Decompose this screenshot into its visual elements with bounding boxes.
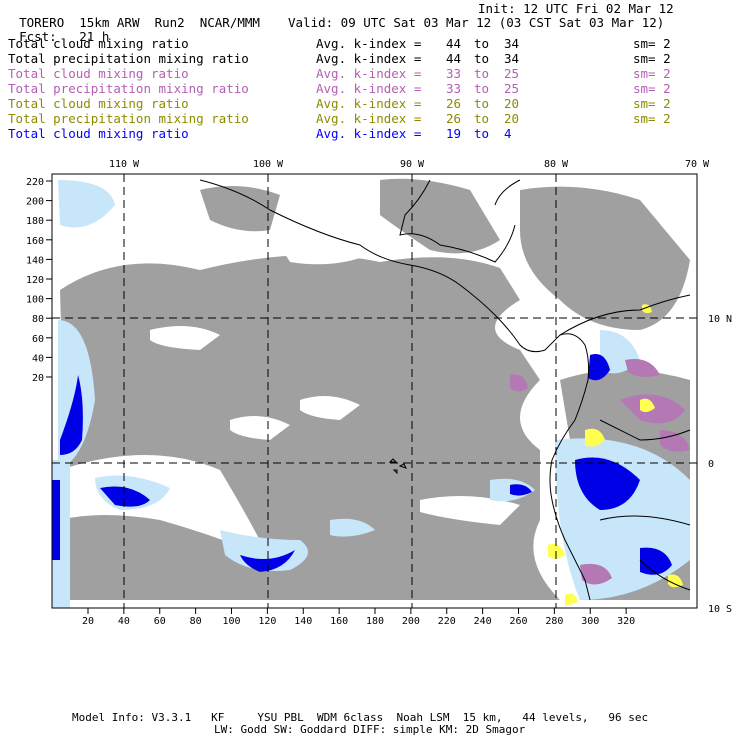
legend-kindex-from: 26 xyxy=(446,96,462,111)
y-tick-label: 80 xyxy=(32,314,44,325)
legend-kindex-label: Avg. k-index = xyxy=(316,96,422,111)
legend-kindex-to: 20 xyxy=(504,96,520,111)
legend-kindex-to-word: to xyxy=(474,51,490,66)
legend-kindex-to-word: to xyxy=(474,126,490,141)
legend-kindex-label: Avg. k-index = xyxy=(316,81,422,96)
legend-smoothing: sm= 2 xyxy=(633,51,671,66)
legend-field-name: Total precipitation mixing ratio xyxy=(8,111,249,126)
legend-kindex-to: 4 xyxy=(504,126,512,141)
y-tick-label: 180 xyxy=(26,216,44,227)
legend-kindex-from: 33 xyxy=(446,66,462,81)
x-tick-label: 240 xyxy=(474,616,492,627)
x-tick-label: 200 xyxy=(402,616,420,627)
legend-kindex-label: Avg. k-index = xyxy=(316,51,422,66)
legend-kindex-label: Avg. k-index = xyxy=(316,111,422,126)
fcst-label: Fcst: xyxy=(19,29,57,44)
legend-kindex-from: 44 xyxy=(446,51,462,66)
longitude-labels: 110 W 100 W 90 W 80 W 70 W xyxy=(109,159,710,170)
legend-smoothing: sm= 2 xyxy=(633,111,671,126)
model-info-line2: LW: Godd SW: Goddard DIFF: simple KM: 2D… xyxy=(214,723,526,736)
legend-kindex-from: 44 xyxy=(446,36,462,51)
y-tick-label: 120 xyxy=(26,275,44,286)
legend-smoothing: sm= 2 xyxy=(633,96,671,111)
coastline xyxy=(199,179,691,601)
x-tick-label: 280 xyxy=(545,616,563,627)
model-info-line1: Model Info: V3.3.1 KF YSU PBL WDM 6class… xyxy=(72,711,649,724)
legend-kindex-label: Avg. k-index = xyxy=(316,126,422,141)
longitude-label: 70 W xyxy=(685,159,710,170)
graticule xyxy=(52,174,697,608)
x-tick-label: 120 xyxy=(258,616,276,627)
fcst-value: 21 h xyxy=(79,29,110,44)
x-tick-label: 60 xyxy=(154,616,166,627)
legend-smoothing: sm= 2 xyxy=(633,66,671,81)
y-tick-label: 220 xyxy=(26,177,44,188)
org-name: NCAR/MMM xyxy=(199,15,260,30)
x-tick-label: 40 xyxy=(118,616,130,627)
model-resolution: 15km ARW xyxy=(79,15,140,30)
x-tick-label: 140 xyxy=(294,616,312,627)
latitude-labels: 10 N 0 10 S xyxy=(708,314,732,615)
legend-field-name: Total precipitation mixing ratio xyxy=(8,81,249,96)
legend-kindex-from: 26 xyxy=(446,111,462,126)
x-tick-label: 80 xyxy=(190,616,202,627)
legend-kindex-to: 25 xyxy=(504,66,520,81)
legend-smoothing: sm= 2 xyxy=(633,36,671,51)
y-tick-label: 140 xyxy=(26,255,44,266)
y-tick-label: 200 xyxy=(26,197,44,208)
y-axis-ticks: 220 200 180 160 140 120 100 80 60 40 20 xyxy=(26,177,52,384)
legend-field-name: Total cloud mixing ratio xyxy=(8,66,189,81)
blue-cloud-core xyxy=(52,354,672,575)
legend-kindex-to-word: to xyxy=(474,36,490,51)
longitude-label: 110 W xyxy=(109,159,140,170)
x-tick-label: 300 xyxy=(581,616,599,627)
legend-field-name: Total cloud mixing ratio xyxy=(8,36,189,51)
run-name: Run2 xyxy=(154,15,185,30)
y-tick-label: 160 xyxy=(26,236,44,247)
x-tick-label: 160 xyxy=(330,616,348,627)
legend-kindex-from: 19 xyxy=(446,126,462,141)
map-fields xyxy=(52,174,697,608)
x-tick-label: 100 xyxy=(222,616,240,627)
legend-kindex-to-word: to xyxy=(474,111,490,126)
x-tick-label: 320 xyxy=(617,616,635,627)
longitude-label: 100 W xyxy=(253,159,284,170)
longitude-label: 90 W xyxy=(400,159,425,170)
legend-field-name: Total precipitation mixing ratio xyxy=(8,51,249,66)
init-time: Init: 12 UTC Fri 02 Mar 12 xyxy=(478,1,674,16)
latitude-label: 10 S xyxy=(708,604,732,615)
longitude-label: 80 W xyxy=(544,159,569,170)
yellow-precip xyxy=(548,304,683,606)
legend-kindex-to-word: to xyxy=(474,81,490,96)
forecast-hour: Fcst: 21 h xyxy=(4,16,109,44)
legend-kindex-label: Avg. k-index = xyxy=(316,66,422,81)
model-name: TORERO xyxy=(19,15,65,30)
y-tick-label: 60 xyxy=(32,334,44,345)
legend-kindex-label: Avg. k-index = xyxy=(316,36,422,51)
x-axis-ticks: 20 40 60 80 100 120 140 160 180 200 220 240 260 280 30… xyxy=(82,608,635,627)
legend-kindex-to-word: to xyxy=(474,96,490,111)
legend-kindex-to: 20 xyxy=(504,111,520,126)
legend-kindex-to: 34 xyxy=(504,51,520,66)
latitude-label: 10 N xyxy=(708,314,732,325)
y-tick-label: 100 xyxy=(26,295,44,306)
model-title: TORERO 15km ARW Run2 NCAR/MMM xyxy=(4,2,260,30)
valid-time: Valid: 09 UTC Sat 03 Mar 12 (03 CST Sat … xyxy=(288,15,665,30)
legend-smoothing: sm= 2 xyxy=(633,81,671,96)
y-tick-label: 40 xyxy=(32,353,44,364)
legend-field-name: Total cloud mixing ratio xyxy=(8,126,189,141)
x-tick-label: 220 xyxy=(438,616,456,627)
legend-kindex-from: 33 xyxy=(446,81,462,96)
y-tick-label: 20 xyxy=(32,373,44,384)
x-tick-label: 260 xyxy=(509,616,527,627)
x-tick-label: 180 xyxy=(366,616,384,627)
legend-kindex-to: 25 xyxy=(504,81,520,96)
latitude-label: 0 xyxy=(708,459,714,470)
x-tick-label: 20 xyxy=(82,616,94,627)
legend-kindex-to: 34 xyxy=(504,36,520,51)
legend-kindex-to-word: to xyxy=(474,66,490,81)
legend-field-name: Total cloud mixing ratio xyxy=(8,96,189,111)
